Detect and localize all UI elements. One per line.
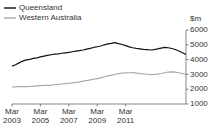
plot-lines bbox=[12, 43, 186, 87]
y-tick bbox=[186, 30, 189, 31]
legend: QueenslandWestern Australia bbox=[4, 3, 82, 22]
y-tick-label: 4000 bbox=[190, 55, 208, 64]
y-tick-label: 3000 bbox=[190, 70, 208, 79]
y-tick bbox=[186, 104, 189, 105]
x-axis-line bbox=[12, 104, 186, 105]
legend-swatch bbox=[4, 17, 16, 18]
chart: 1000 2000 3000 4000 5000 6000 $m Mar2003 Mar2005… bbox=[0, 0, 215, 132]
y-tick-label: 6000 bbox=[190, 25, 208, 34]
y-tick bbox=[186, 59, 189, 60]
x-tick-label: Mar2011 bbox=[117, 107, 135, 125]
legend-label: Western Australia bbox=[19, 13, 82, 22]
x-tick-label: Mar2007 bbox=[60, 107, 78, 125]
legend-swatch bbox=[4, 7, 16, 8]
x-tick-label: Mar2003 bbox=[3, 107, 21, 125]
y-tick-label: 2000 bbox=[190, 84, 208, 93]
y-tick bbox=[186, 89, 189, 90]
y-tick-label: 1000 bbox=[190, 99, 208, 108]
y-axis-line bbox=[186, 30, 187, 104]
y-tick bbox=[186, 74, 189, 75]
x-tick-label: Mar2009 bbox=[88, 107, 106, 125]
series-line bbox=[12, 43, 186, 67]
y-axis-label: $m bbox=[190, 14, 201, 23]
y-tick-label: 5000 bbox=[190, 40, 208, 49]
legend-label: Queensland bbox=[19, 3, 62, 12]
y-tick bbox=[186, 44, 189, 45]
x-tick-label: Mar2005 bbox=[32, 107, 50, 125]
series-line bbox=[12, 72, 186, 87]
